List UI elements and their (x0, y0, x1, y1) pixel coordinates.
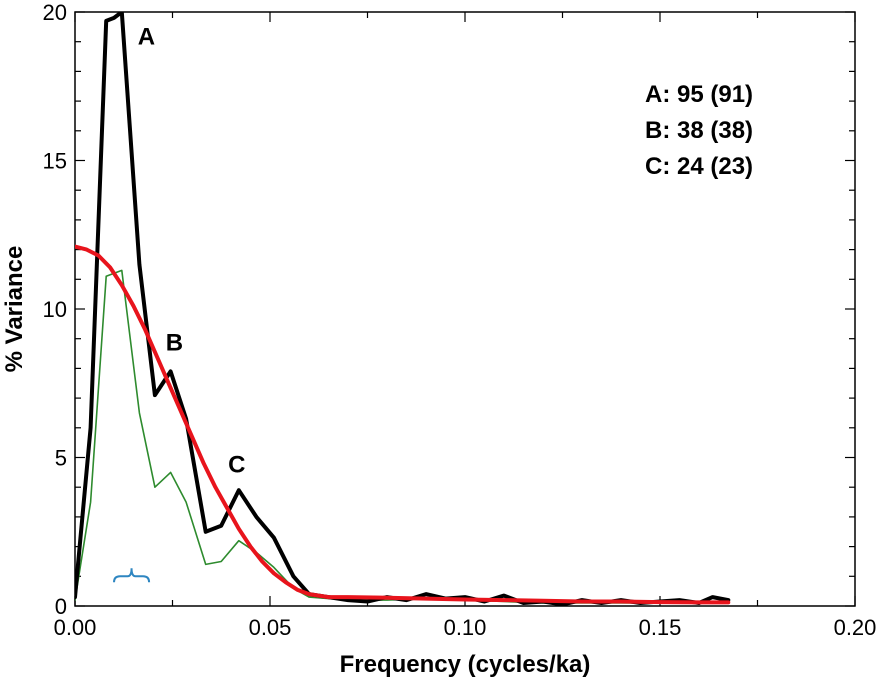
peak-label-c: C (228, 451, 245, 478)
bracket-mark (113, 568, 151, 583)
x-tick-label: 0.10 (444, 615, 487, 640)
x-tick-label: 0.00 (54, 615, 97, 640)
y-tick-label: 15 (43, 149, 67, 174)
legend: A: 95 (91) B: 38 (38) C: 24 (23) (645, 81, 753, 180)
x-tick-label: 0.15 (639, 615, 682, 640)
peak-label-a: A (138, 24, 155, 51)
x-tick-label: 0.20 (834, 615, 877, 640)
series-green-line (75, 269, 730, 604)
x-axis-title: Frequency (cycles/ka) (340, 651, 591, 678)
y-tick-label: 5 (55, 446, 67, 471)
series-black-line (75, 12, 731, 606)
y-tick-label: 20 (43, 0, 67, 25)
peak-label-b: B (166, 330, 183, 357)
legend-entry: A: 95 (91) (645, 81, 753, 108)
series-red-line (75, 244, 731, 605)
legend-entry: B: 38 (38) (645, 117, 753, 144)
x-tick-label: 0.05 (249, 615, 292, 640)
y-tick-label: 0 (55, 594, 67, 619)
series-lines (75, 12, 731, 606)
y-axis-title: % Variance (1, 246, 28, 373)
axis-tick-labels: 0.00 0.05 0.10 0.15 0.20 0 5 10 15 20 (43, 0, 877, 640)
y-tick-label: 10 (43, 297, 67, 322)
legend-entry: C: 24 (23) (645, 153, 753, 180)
peak-labels: A B C (138, 24, 246, 479)
bandwidth-bracket (113, 568, 151, 583)
